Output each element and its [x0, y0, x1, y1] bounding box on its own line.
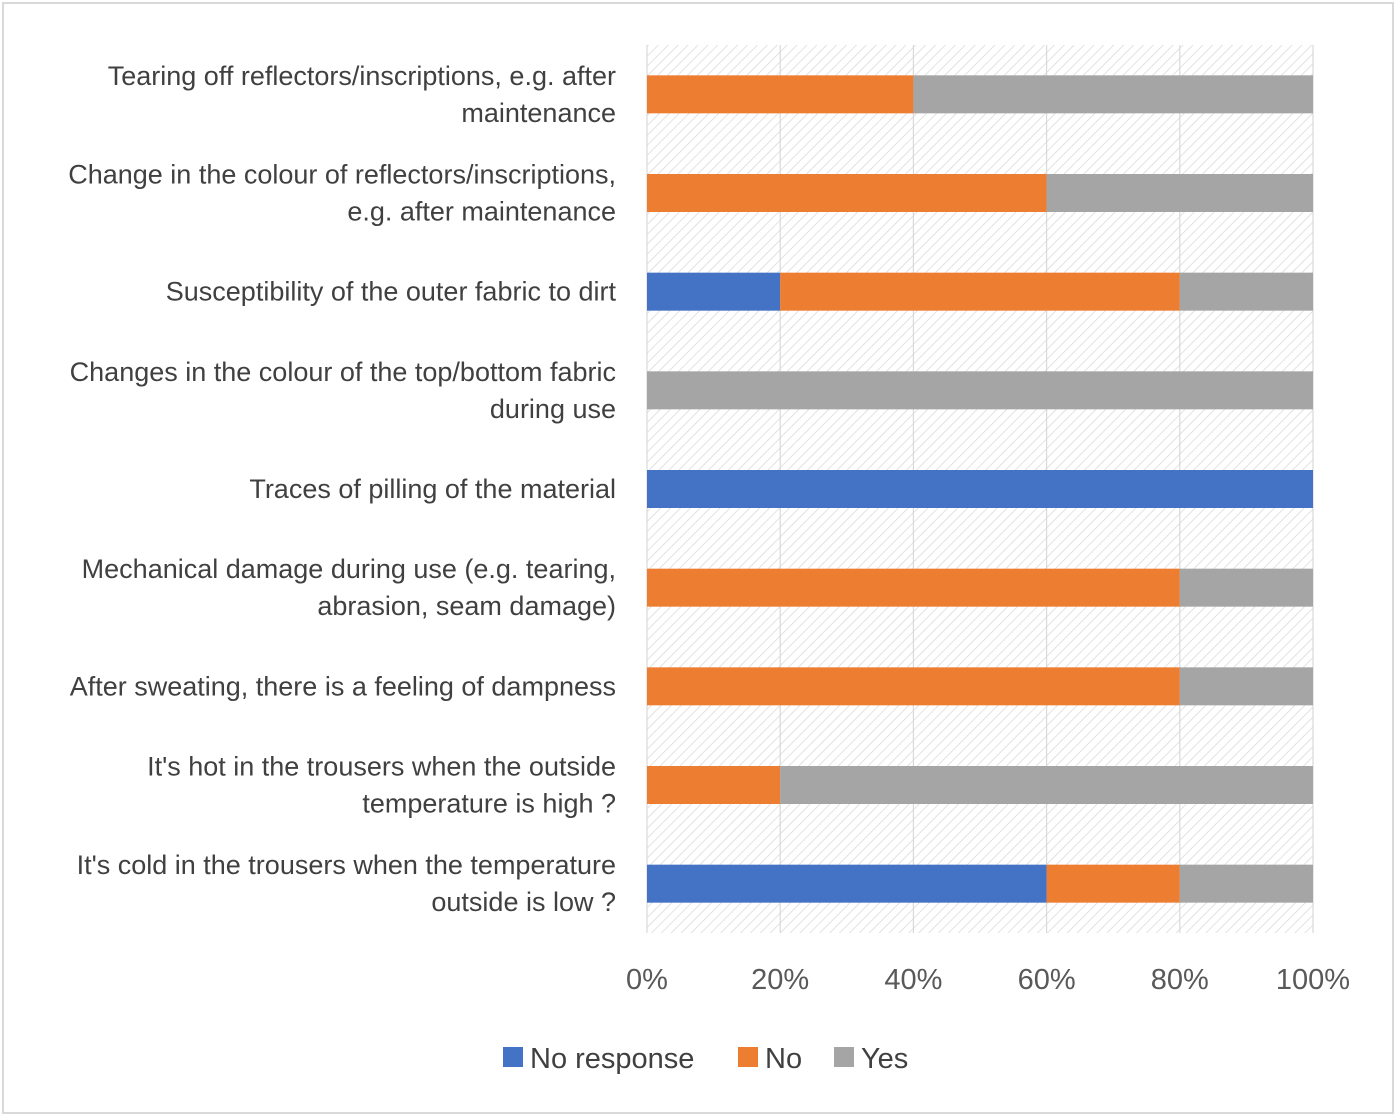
legend: No response No Yes	[503, 1043, 908, 1075]
bar-segment-yes	[913, 75, 1313, 114]
bar-segment-yes	[1179, 272, 1313, 311]
x-tick-label: 80%	[1151, 964, 1209, 996]
category-label: Traces of pilling of the material	[249, 474, 616, 504]
legend-swatch	[738, 1047, 758, 1067]
bar-segment-yes	[1179, 864, 1313, 903]
bar-segment-yes	[647, 371, 1313, 410]
category-label: Tearing off reflectors/inscriptions, e.g…	[108, 61, 616, 128]
category-label: Changes in the colour of the top/bottom …	[70, 357, 616, 424]
legend-label: No response	[530, 1043, 694, 1075]
legend-swatch	[503, 1047, 523, 1067]
bar-segment-no	[780, 272, 1180, 311]
bar-segment-yes	[1179, 568, 1313, 607]
category-labels: Tearing off reflectors/inscriptions, e.g…	[68, 61, 616, 917]
x-tick-label: 60%	[1018, 964, 1076, 996]
bar-segment-no	[647, 667, 1180, 706]
legend-label: No	[765, 1043, 802, 1075]
x-tick-label: 40%	[884, 964, 942, 996]
category-label: It's cold in the trousers when the tempe…	[77, 850, 616, 917]
bar-segment-yes	[1046, 174, 1313, 212]
category-label: After sweating, there is a feeling of da…	[70, 671, 616, 701]
legend-swatch	[834, 1047, 854, 1067]
bar-segment-no	[647, 766, 781, 804]
x-axis-tick-labels: 0% 20% 40% 60% 80% 100%	[626, 964, 1350, 996]
bars	[647, 75, 1313, 903]
bar-segment-no-response	[647, 272, 781, 311]
x-tick-label: 0%	[626, 964, 668, 996]
bar-segment-yes	[780, 766, 1313, 804]
x-tick-label: 100%	[1276, 964, 1350, 996]
x-tick-label: 20%	[751, 964, 809, 996]
bar-segment-no	[1046, 864, 1180, 903]
bar-segment-no	[647, 568, 1180, 607]
bar-segment-no-response	[647, 470, 1313, 508]
bar-segment-yes	[1179, 667, 1313, 706]
category-label: It's hot in the trousers when the outsid…	[147, 752, 616, 819]
legend-label: Yes	[861, 1043, 908, 1075]
bar-segment-no-response	[647, 864, 1047, 903]
category-label: Change in the colour of reflectors/inscr…	[68, 160, 616, 227]
bar-segment-no	[647, 75, 914, 114]
bar-segment-no	[647, 174, 1047, 212]
category-label: Susceptibility of the outer fabric to di…	[166, 277, 617, 307]
category-label: Mechanical damage during use (e.g. teari…	[82, 554, 616, 621]
